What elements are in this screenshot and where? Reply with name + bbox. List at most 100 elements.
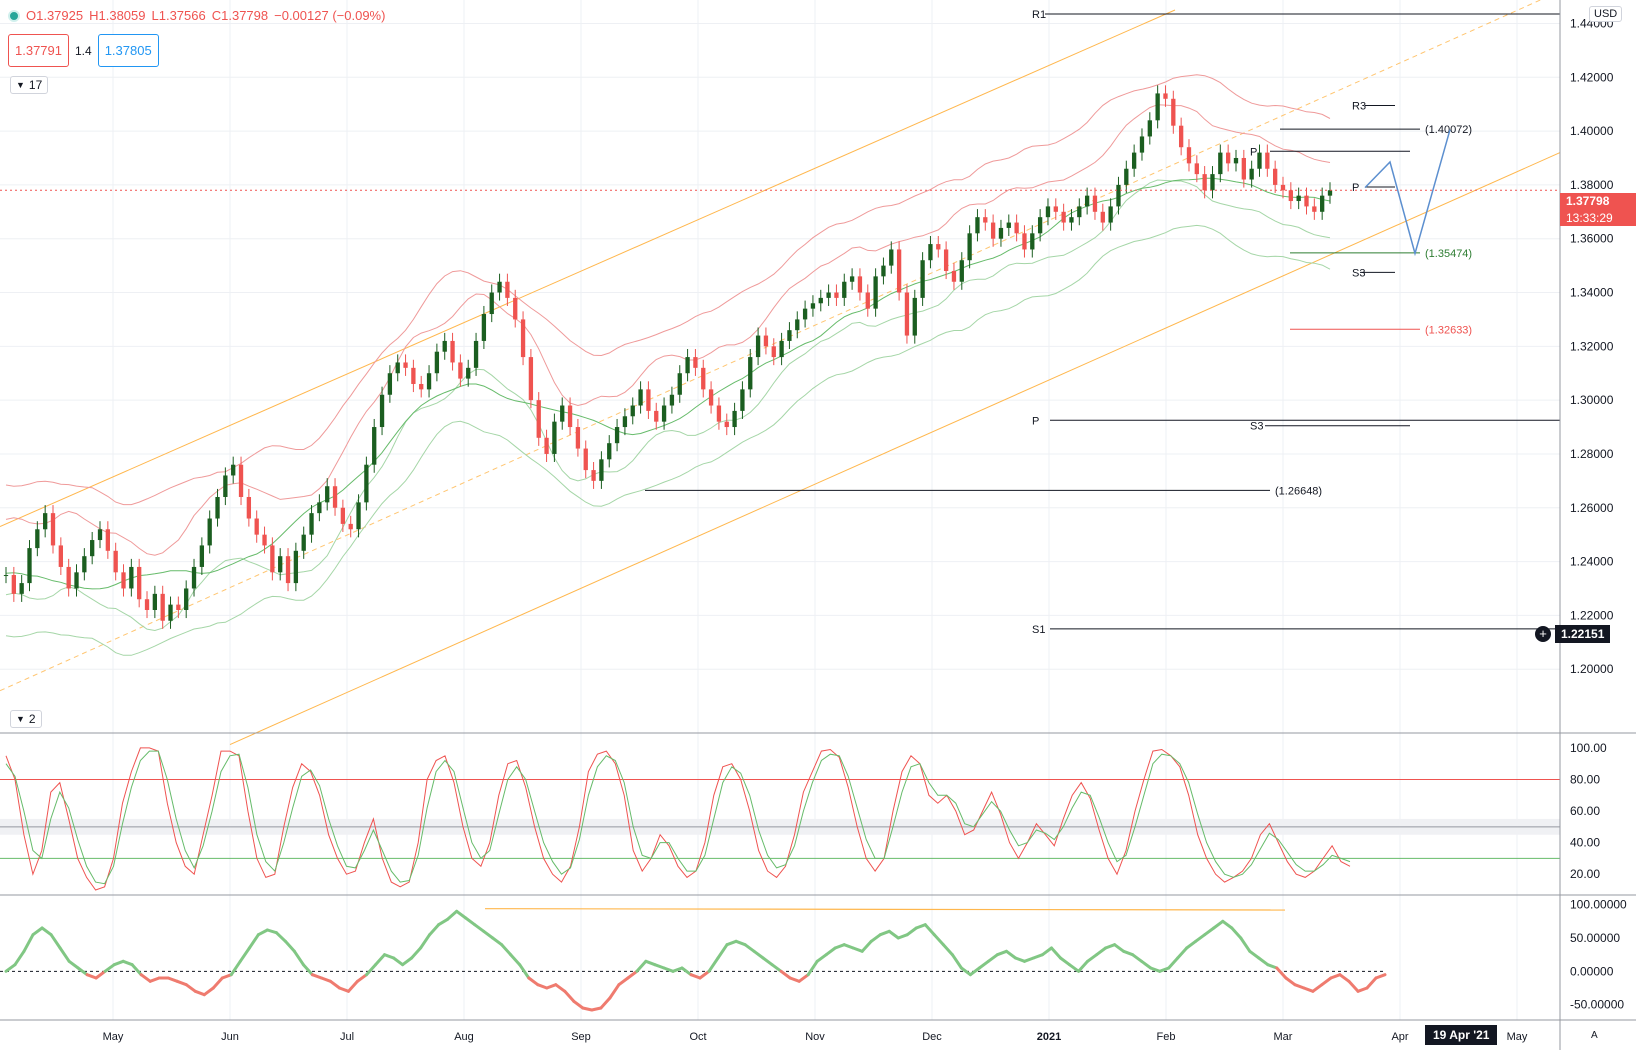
momentum-segment <box>202 986 215 997</box>
indicators-toggle-button[interactable]: ▼ 17 <box>10 76 49 94</box>
candle-body <box>967 233 972 261</box>
momentum-segment <box>1068 963 1081 973</box>
candle-body <box>708 389 714 406</box>
channel-mid-line <box>0 0 1542 692</box>
momentum-segment <box>788 976 801 983</box>
momentum-segment <box>211 976 224 990</box>
momentum-segment <box>1338 973 1351 983</box>
candle-body <box>293 550 299 584</box>
candle-body <box>779 340 784 358</box>
projection-path <box>1364 129 1451 257</box>
candle-body <box>458 362 463 379</box>
momentum-segment <box>1140 959 1153 970</box>
candle-body <box>1155 93 1160 121</box>
plus-icon[interactable]: + <box>1535 626 1551 642</box>
momentum-segment <box>635 959 648 973</box>
momentum-segment <box>121 959 134 967</box>
main-price-pane: R1 R3 P P S3 P S3 S1 (1.40072) (1.35474) (1.32633)… <box>0 0 1561 745</box>
candle-body <box>1084 195 1090 207</box>
pivot-label: R3 <box>1352 101 1366 113</box>
sell-button[interactable]: 1.37791 <box>8 34 69 67</box>
bollinger-lower-inner <box>5 179 1331 632</box>
candle-body <box>810 303 816 309</box>
candle-body <box>998 227 1004 239</box>
ohlc-legend: O1.37925 H1.38059 L1.37566 C1.37798 −0.0… <box>8 8 385 23</box>
momentum-segment <box>1257 956 1270 967</box>
pivot-label: S3 <box>1250 421 1263 433</box>
countdown-tag: 13:33:29 <box>1560 210 1636 226</box>
momentum-segment <box>410 946 423 960</box>
momentum-segment <box>995 949 1008 957</box>
candle-body <box>661 405 667 422</box>
candle-body <box>693 357 698 368</box>
momentum-segment <box>1095 946 1108 957</box>
candle-body <box>1210 174 1215 191</box>
momentum-segment <box>112 959 125 967</box>
momentum-segment <box>220 973 233 980</box>
currency-button[interactable]: USD <box>1589 6 1623 22</box>
bollinger-upper-outer <box>5 74 1331 506</box>
momentum-segment <box>653 963 666 970</box>
y-tick-label: 1.38000 <box>1570 178 1614 192</box>
momentum-segment <box>896 933 909 940</box>
y-tick-label: 40.00 <box>1570 836 1600 850</box>
trade-buttons: 1.37791 1.4 1.37805 <box>8 34 159 67</box>
candle-body <box>1116 184 1121 207</box>
indicators-count: 17 <box>28 78 43 92</box>
candle-body <box>1030 233 1035 250</box>
candle-body <box>168 604 173 621</box>
momentum-segment <box>374 953 386 967</box>
candle-body <box>826 292 831 298</box>
candle-body <box>348 523 353 530</box>
candle-body <box>152 593 158 610</box>
auto-scale-button[interactable]: A <box>1591 1030 1598 1041</box>
momentum-segment <box>1203 926 1216 937</box>
pane2-toggle-button[interactable]: ▼ 2 <box>10 710 42 728</box>
candle-body <box>795 319 800 331</box>
crosshair-price: 1.22151 <box>1555 625 1611 643</box>
y-tick-label: 100.00000 <box>1570 898 1627 912</box>
y-tick-label: 1.32000 <box>1570 339 1614 353</box>
momentum-segment <box>1266 963 1279 970</box>
candle-body <box>583 448 588 471</box>
momentum-segment <box>671 966 684 973</box>
x-tick-label: May <box>1507 1031 1528 1043</box>
momentum-segment <box>13 949 26 967</box>
pivot-label: P <box>1032 415 1039 427</box>
candle-body <box>873 276 878 309</box>
buy-button[interactable]: 1.37805 <box>97 34 159 67</box>
candle-body <box>654 410 659 422</box>
y-tick-label: 1.42000 <box>1570 70 1614 84</box>
candle-body <box>1225 152 1231 164</box>
x-tick-label: Mar <box>1274 1031 1293 1043</box>
y-tick-label: 80.00 <box>1570 772 1600 786</box>
momentum-segment <box>806 959 819 977</box>
candle-body <box>520 319 526 358</box>
momentum-segment <box>689 973 702 980</box>
candle-body <box>732 410 737 428</box>
momentum-segment <box>130 963 143 977</box>
momentum-segment <box>1032 953 1044 960</box>
candle-body <box>936 244 941 250</box>
momentum-segment <box>500 943 513 957</box>
momentum-segment <box>58 946 71 963</box>
moving-average-line <box>5 177 1331 590</box>
x-tick-label: Apr <box>1391 1031 1408 1043</box>
momentum-segment <box>347 979 359 993</box>
candle-body <box>701 367 706 390</box>
momentum-segment <box>1212 919 1225 930</box>
momentum-segment <box>148 976 161 983</box>
momentum-segment <box>626 969 639 980</box>
candle-body <box>184 588 189 610</box>
candle-body <box>1273 168 1278 185</box>
momentum-segment <box>1320 976 1333 987</box>
candle-body <box>638 389 643 406</box>
momentum-segment <box>85 973 98 980</box>
momentum-segment <box>932 933 945 947</box>
momentum-segment <box>419 933 432 950</box>
candle-body <box>951 270 957 282</box>
candle-body <box>1163 93 1168 99</box>
candle-body <box>912 297 917 336</box>
momentum-segment <box>977 959 990 970</box>
